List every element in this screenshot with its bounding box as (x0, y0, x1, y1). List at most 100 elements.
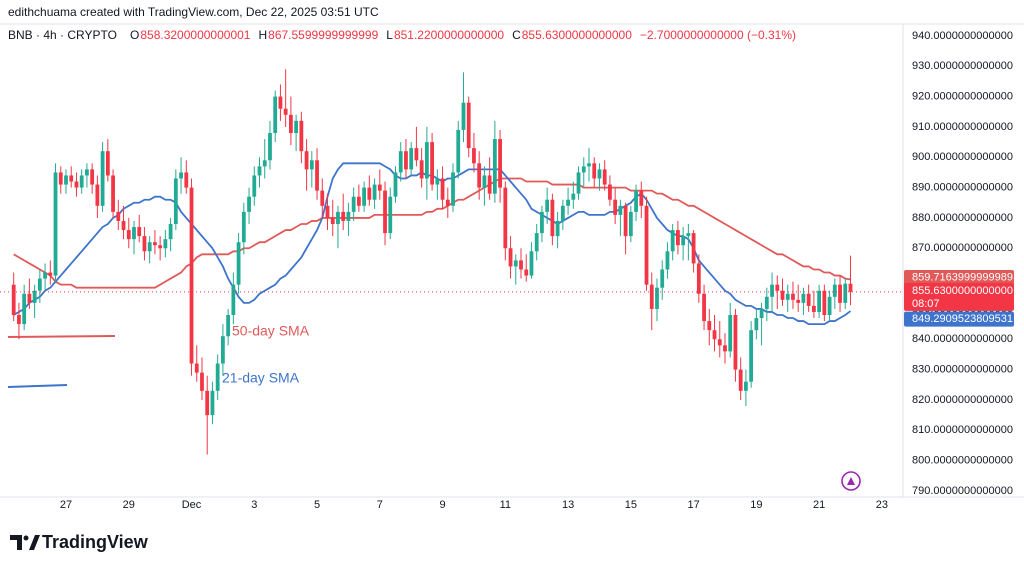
candle (817, 284, 822, 319)
candle-body (179, 172, 183, 179)
candle-body (236, 242, 241, 285)
candle-body (414, 148, 419, 161)
candle-body (707, 321, 712, 331)
candle-body (712, 330, 717, 340)
candle-body (576, 172, 581, 194)
candle-body (691, 233, 696, 264)
candle (754, 308, 759, 340)
sma-tag-label: 859.7163999999989 (912, 271, 1013, 283)
candle-body (832, 284, 837, 297)
x-tick-label: 19 (750, 499, 762, 511)
candle-body (189, 187, 194, 364)
candle-body (843, 283, 848, 303)
candle-body (241, 211, 246, 243)
candle (336, 205, 340, 249)
candle-body (472, 148, 476, 164)
candle-body (791, 293, 795, 300)
candle (508, 236, 513, 279)
candle (670, 223, 675, 261)
candle-body (90, 169, 95, 185)
candle (304, 139, 309, 191)
candle-body (597, 169, 602, 179)
candle-body (341, 211, 346, 221)
candle (163, 230, 168, 258)
candle (330, 199, 335, 237)
candle (294, 114, 299, 152)
candle-body (372, 184, 377, 200)
candle-body (273, 96, 278, 133)
candle (498, 129, 502, 203)
candle-body (655, 287, 659, 309)
y-tick-label: 840.0000000000000 (912, 333, 1013, 345)
candle (90, 163, 95, 194)
x-tick-label: 21 (813, 499, 825, 511)
candle (796, 284, 801, 312)
x-tick-label: 15 (625, 499, 637, 511)
y-tick-label: 810.0000000000000 (912, 424, 1013, 436)
candle (247, 187, 251, 224)
candle (194, 345, 199, 382)
candle (105, 139, 110, 182)
candle-body (560, 205, 565, 221)
candle (17, 302, 21, 340)
candle-body (173, 178, 178, 224)
candle (362, 181, 367, 212)
sma-tag-box (904, 311, 1014, 327)
candle (430, 132, 434, 191)
candle (597, 163, 602, 191)
candle-body (445, 199, 450, 206)
candle-body (58, 172, 63, 185)
candle-body (749, 330, 754, 382)
candle-body (168, 223, 173, 240)
candle-body (205, 390, 210, 416)
candle (200, 357, 204, 400)
symbol: BNB · 4h · CRYPTO (8, 28, 117, 42)
legend-key: L (386, 28, 393, 42)
candle-body (519, 260, 523, 270)
candle-body (602, 169, 607, 185)
x-tick-label: 29 (123, 499, 135, 511)
candle (184, 160, 189, 194)
candle (48, 260, 53, 285)
candle (205, 375, 210, 455)
candle (592, 157, 597, 188)
candle (639, 181, 644, 218)
candle (215, 354, 220, 400)
candle (791, 281, 795, 309)
y-tick-label: 890.0000000000000 (912, 181, 1013, 193)
candle (320, 178, 325, 218)
candle-body (85, 169, 89, 176)
x-tick-label: 13 (562, 499, 574, 511)
candle-body (503, 187, 508, 249)
candle-body (728, 314, 733, 352)
candle (37, 269, 42, 303)
candle-body (388, 196, 393, 234)
candle (775, 275, 780, 309)
candle-body (268, 132, 272, 161)
candle (503, 181, 508, 261)
x-tick-label: 11 (500, 499, 511, 511)
candle (283, 69, 288, 127)
candle (100, 142, 105, 212)
candle (519, 248, 523, 279)
legend-key: O (130, 28, 139, 42)
sma-tag-box (904, 269, 1014, 285)
legend-value: 855.6300000000000 (522, 28, 632, 42)
candle-body (592, 163, 597, 179)
candle (451, 163, 455, 212)
x-tick-label: 3 (251, 499, 257, 511)
candle-body (288, 114, 293, 133)
candle-body (226, 314, 231, 337)
candle-body (48, 272, 53, 276)
candle-body (105, 151, 110, 176)
y-tick-label: 900.0000000000000 (912, 151, 1013, 163)
candle-body (409, 148, 414, 170)
candle (780, 278, 785, 306)
candle (477, 151, 482, 200)
candle-body (262, 160, 267, 167)
candle-body (754, 318, 759, 331)
candle-body (508, 248, 513, 267)
candle (482, 166, 487, 206)
candle-body (367, 187, 372, 200)
candle-body (257, 166, 262, 176)
